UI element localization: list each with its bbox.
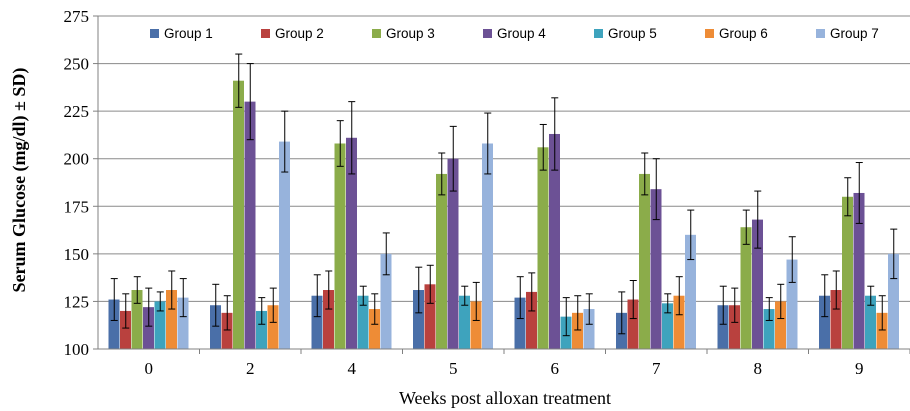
- legend-swatch: [150, 29, 159, 38]
- bar: [413, 290, 424, 349]
- tick-labels: 100 125 150 175 200 225 250 275 0 2 4 5 6 7 8 9: [64, 7, 864, 378]
- bar: [876, 312, 888, 349]
- legend-label: Group 7: [830, 26, 879, 41]
- bar: [177, 297, 189, 349]
- legend-label: Group 3: [386, 26, 435, 41]
- legend-swatch: [372, 29, 381, 38]
- bar: [369, 309, 380, 349]
- bar: [380, 253, 392, 349]
- bar: [819, 295, 830, 349]
- bar: [233, 80, 244, 349]
- bar: [627, 299, 639, 349]
- y-axis-title: Serum Glucose (mg/dl) ± SD): [9, 68, 30, 293]
- bar: [853, 192, 865, 349]
- bar: [514, 297, 526, 349]
- bars: [108, 80, 899, 349]
- bar: [311, 295, 323, 349]
- bar: [775, 301, 786, 349]
- bar: [537, 147, 549, 349]
- bar: [786, 259, 798, 349]
- x-axis-title: Weeks post alloxan treatment: [399, 388, 611, 408]
- bar: [424, 284, 436, 349]
- bar: [334, 143, 346, 349]
- bar: [673, 295, 685, 349]
- bar: [572, 312, 583, 349]
- gridlines: [98, 15, 910, 302]
- bar: [357, 295, 369, 349]
- bar: [842, 196, 853, 349]
- bar: [143, 307, 154, 349]
- bar: [346, 137, 357, 349]
- bar: [830, 290, 842, 349]
- legend-label: Group 2: [275, 26, 324, 41]
- axes: [93, 15, 910, 354]
- x-tick-label: 8: [754, 359, 763, 378]
- bar: [526, 291, 537, 349]
- bar: [729, 305, 740, 349]
- bar: [717, 305, 729, 349]
- bar: [447, 158, 459, 349]
- bar: [120, 310, 131, 349]
- x-tick-label: 0: [145, 359, 154, 378]
- bar: [131, 290, 143, 349]
- legend-swatch: [816, 29, 825, 38]
- bar: [763, 309, 775, 349]
- y-tick-label: 125: [64, 292, 90, 311]
- bar: [752, 219, 763, 349]
- bar: [888, 253, 899, 349]
- bar: [459, 295, 470, 349]
- legend-swatch: [705, 29, 714, 38]
- x-tick-label: 5: [449, 359, 458, 378]
- bar: [244, 101, 256, 349]
- bar: [221, 312, 233, 349]
- error-bars: [110, 53, 898, 337]
- legend: Group 1 Group 2 Group 3 Group 4 Group 5 Group…: [150, 26, 879, 41]
- legend-label: Group 6: [719, 26, 768, 41]
- legend-swatch: [594, 29, 603, 38]
- x-tick-label: 9: [855, 359, 864, 378]
- bar: [154, 301, 166, 349]
- x-tick-label: 2: [246, 359, 255, 378]
- legend-swatch: [483, 29, 492, 38]
- bar: [279, 141, 290, 349]
- bar: [256, 310, 267, 349]
- bar: [436, 173, 447, 349]
- bar: [865, 295, 876, 349]
- legend-swatch: [261, 29, 270, 38]
- x-tick-label: 7: [652, 359, 661, 378]
- y-tick-label: 200: [64, 150, 90, 169]
- bar: [650, 189, 662, 349]
- y-tick-label: 225: [64, 102, 90, 121]
- bar: [685, 234, 696, 349]
- y-tick-label: 100: [64, 340, 90, 359]
- bar: [323, 290, 334, 349]
- legend-label: Group 4: [497, 26, 546, 41]
- y-tick-label: 275: [64, 7, 90, 26]
- y-tick-label: 175: [64, 197, 90, 216]
- x-tick-label: 6: [551, 359, 560, 378]
- x-tick-label: 4: [348, 359, 357, 378]
- bar: [166, 290, 177, 349]
- bar: [267, 305, 279, 349]
- bar: [662, 303, 673, 349]
- bar: [639, 173, 650, 349]
- bar: [210, 305, 221, 349]
- y-tick-label: 150: [64, 245, 90, 264]
- bar: [482, 143, 493, 349]
- legend-label: Group 1: [164, 26, 213, 41]
- bar: [549, 133, 560, 349]
- bar: [583, 309, 595, 349]
- legend-label: Group 5: [608, 26, 657, 41]
- y-tick-label: 250: [64, 55, 90, 74]
- bar: [470, 301, 482, 349]
- bar: [740, 227, 752, 349]
- bar: [108, 299, 120, 349]
